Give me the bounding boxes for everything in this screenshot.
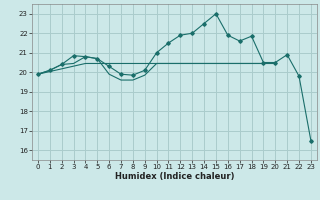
X-axis label: Humidex (Indice chaleur): Humidex (Indice chaleur) [115, 172, 234, 181]
